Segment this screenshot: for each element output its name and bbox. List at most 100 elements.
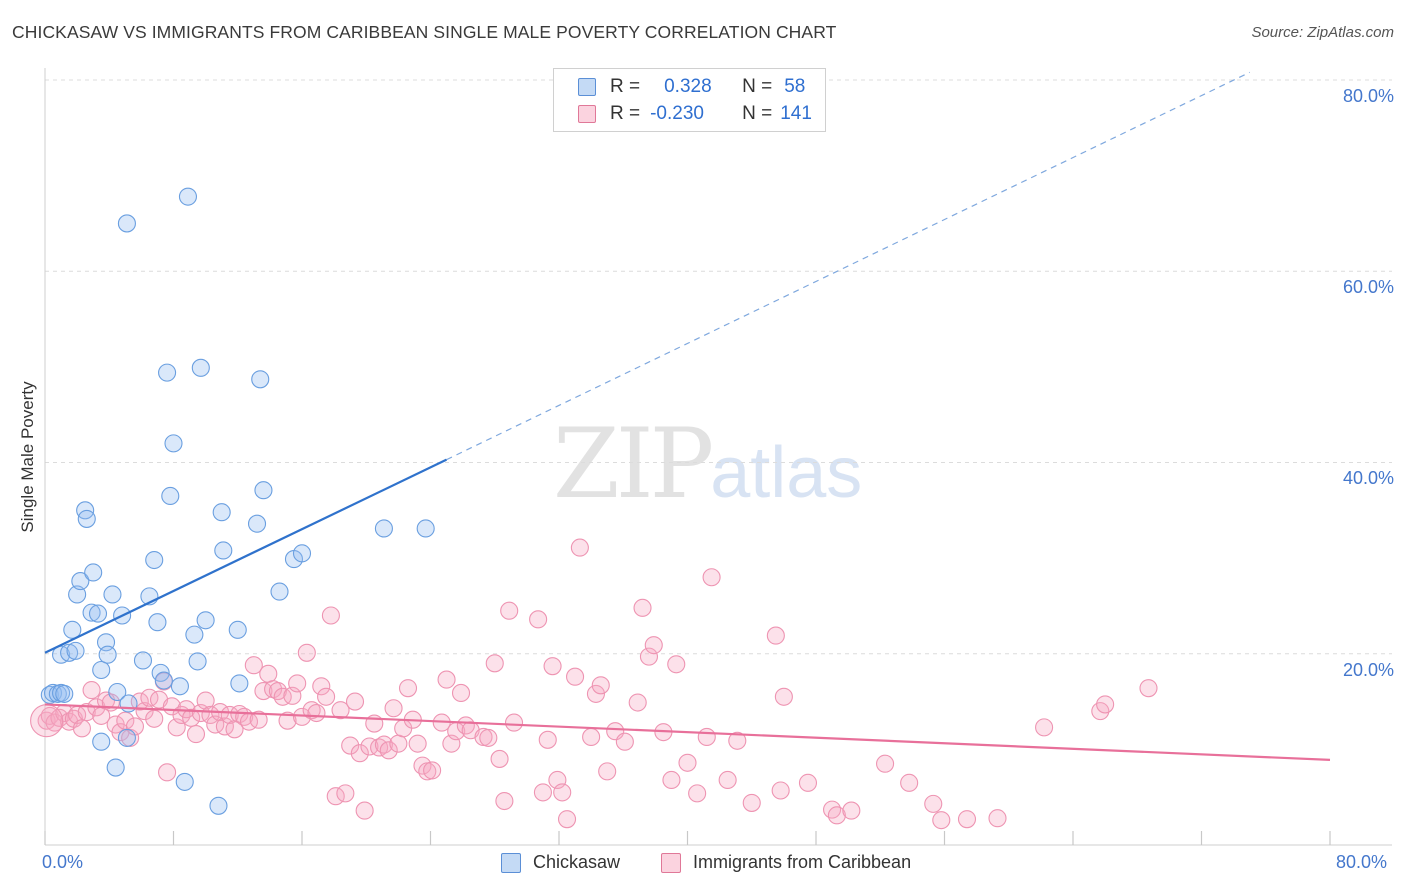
legend-n-value: 141: [780, 103, 812, 124]
point-caribbean: [500, 601, 519, 620]
trend-lines: [44, 71, 1331, 761]
correlation-legend: R = 0.328 N = 58 R = -0.230 N = 141: [553, 68, 826, 132]
point-caribbean: [538, 730, 557, 749]
point-caribbean: [355, 801, 374, 820]
point-chickasaw: [292, 544, 312, 563]
point-caribbean: [533, 783, 552, 802]
point-caribbean: [77, 703, 96, 722]
point-chickasaw: [416, 519, 435, 538]
point-caribbean: [268, 681, 287, 701]
point-caribbean: [413, 756, 432, 775]
point-caribbean: [924, 794, 943, 813]
point-caribbean: [82, 681, 101, 700]
point-chickasaw: [92, 732, 111, 751]
trend-line-chickasaw: [44, 458, 448, 654]
point-caribbean: [259, 664, 278, 683]
point-caribbean: [557, 810, 577, 829]
point-caribbean: [307, 703, 326, 723]
legend-label: Chickasaw: [533, 852, 621, 872]
point-chickasaw: [68, 585, 87, 604]
point-caribbean: [278, 711, 297, 730]
point-chickasaw: [374, 519, 393, 538]
point-caribbean: [384, 699, 403, 718]
legend-r-label: R =: [610, 76, 641, 97]
watermark: ZIPatlas: [553, 408, 862, 520]
point-chickasaw: [191, 358, 210, 377]
point-chickasaw: [196, 611, 215, 630]
legend-item-chickasaw: Chickasaw: [501, 852, 620, 873]
point-caribbean: [718, 770, 737, 790]
point-chickasaw: [161, 486, 180, 506]
point-chickasaw: [148, 613, 167, 632]
point-chickasaw: [77, 509, 96, 528]
point-chickasaw: [209, 796, 228, 815]
y-axis-label: Single Male Poverty: [18, 381, 37, 533]
point-caribbean: [529, 610, 548, 629]
point-caribbean: [389, 734, 408, 753]
point-chickasaw: [164, 434, 183, 453]
point-caribbean: [297, 643, 316, 662]
point-caribbean: [876, 754, 895, 773]
point-caribbean: [374, 735, 393, 754]
point-caribbean: [423, 761, 442, 780]
point-caribbean: [553, 783, 572, 802]
legend-r-value: -0.230: [650, 103, 704, 124]
gridlines: [45, 79, 1392, 655]
point-caribbean: [771, 781, 790, 800]
point-caribbean: [728, 731, 747, 750]
watermark-atlas: atlas: [710, 433, 863, 513]
point-caribbean: [702, 568, 721, 587]
point-caribbean: [900, 773, 919, 792]
legend-swatch-blue: [501, 852, 521, 873]
point-caribbean: [408, 734, 427, 753]
point-caribbean: [312, 677, 331, 696]
point-caribbean: [249, 710, 268, 729]
point-chickasaw: [84, 563, 103, 582]
y-tick-40: 40.0%: [1342, 468, 1394, 488]
point-chickasaw: [270, 582, 289, 601]
point-chickasaw: [119, 694, 138, 713]
point-caribbean: [570, 538, 589, 557]
point-chickasaw: [82, 603, 101, 622]
point-caribbean: [437, 670, 456, 689]
source-label: Source: ZipAtlas.com: [1251, 24, 1394, 41]
point-chickasaw: [188, 652, 207, 671]
point-chickasaw: [175, 772, 194, 791]
legend-label: Immigrants from Caribbean: [693, 852, 912, 872]
point-caribbean: [336, 784, 355, 803]
point-caribbean: [582, 727, 601, 746]
point-chickasaw: [66, 641, 85, 660]
point-chickasaw: [88, 604, 108, 623]
point-caribbean: [379, 741, 398, 760]
point-caribbean: [742, 793, 761, 812]
legend-n-value: 58: [784, 76, 806, 97]
point-chickasaw: [98, 645, 117, 664]
legend-item-caribbean: Immigrants from Caribbean: [661, 852, 911, 873]
point-caribbean: [485, 654, 504, 673]
point-caribbean: [331, 701, 350, 720]
point-caribbean: [398, 679, 418, 698]
point-caribbean: [957, 810, 977, 829]
point-caribbean: [182, 708, 201, 727]
point-caribbean: [628, 693, 647, 712]
point-caribbean: [321, 606, 340, 625]
point-caribbean: [766, 626, 785, 645]
point-chickasaw: [117, 728, 136, 747]
x-tick-80: 80.0%: [1336, 852, 1388, 872]
series-immigrants-from-caribbean: [30, 538, 1158, 830]
point-chickasaw: [145, 550, 164, 570]
point-caribbean: [158, 763, 177, 782]
point-chickasaw: [154, 671, 173, 690]
point-caribbean: [774, 687, 793, 706]
point-chickasaw: [228, 620, 247, 639]
point-chickasaw: [63, 620, 82, 639]
point-caribbean: [495, 791, 514, 811]
point-caribbean: [688, 784, 707, 803]
point-caribbean: [135, 702, 154, 721]
point-caribbean: [1139, 679, 1158, 698]
point-caribbean: [662, 770, 681, 790]
point-caribbean: [932, 811, 951, 830]
point-caribbean: [639, 647, 659, 666]
point-chickasaw: [214, 541, 233, 560]
